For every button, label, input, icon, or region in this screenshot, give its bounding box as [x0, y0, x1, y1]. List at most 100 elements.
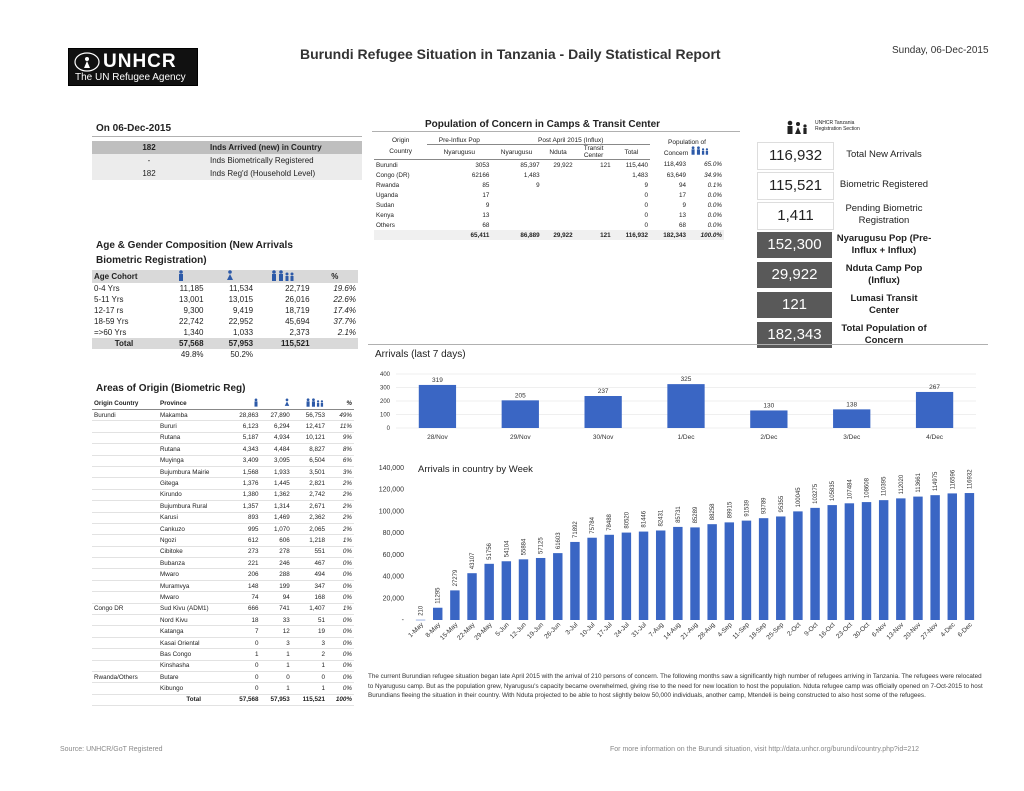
- origin-row: Muyinga 3,409 3,095 6,504 6%: [92, 455, 354, 467]
- origin-male: 1,376: [229, 477, 261, 490]
- x-tick-label: 31-Jul: [630, 621, 648, 639]
- bar-value-label: 112020: [899, 474, 905, 494]
- origin-row: Bujumbura Mairie 1,568 1,933 3,501 3%: [92, 466, 354, 479]
- bar: [450, 590, 460, 620]
- poc-nyarugusu: [491, 200, 541, 210]
- bar-value-label: 27279: [453, 569, 459, 586]
- bar: [667, 384, 705, 428]
- origin-row: Bujumbura Rural 1,357 1,314 2,671 2%: [92, 500, 354, 513]
- bar: [896, 498, 906, 620]
- origin-female: 278: [260, 546, 292, 559]
- age-pct: 22.6%: [333, 295, 356, 304]
- origin-row: Congo DR Sud Kivu (ADM1) 666 741 1,407 1%: [92, 602, 354, 616]
- origin-female: 3,095: [260, 455, 292, 467]
- origin-pct: 0%: [327, 580, 354, 593]
- x-tick-label: 30-Oct: [852, 621, 871, 640]
- bar: [604, 534, 614, 620]
- bar-value-label: 113661: [916, 472, 922, 492]
- y-tick-label: 120,000: [379, 487, 404, 494]
- origin-pct: 0%: [327, 568, 354, 581]
- origin-total: 56,753: [291, 409, 328, 422]
- poc-pre-influx: 17: [482, 191, 490, 199]
- more-info-link[interactable]: For more information on the Burundi situ…: [610, 746, 920, 753]
- kpi-label: Total New Arrivals: [846, 149, 922, 160]
- poc-transit: [575, 190, 613, 200]
- origin-grand-total: 115,521: [291, 693, 328, 707]
- kpi-label: Nyarugusu Pop (Pre-Influx + Influx): [836, 232, 932, 258]
- logo-subtitle: The UN Refugee Agency: [75, 72, 186, 83]
- poc-total: 0: [644, 221, 649, 229]
- bar: [750, 410, 788, 428]
- poc-nduta: [542, 210, 575, 220]
- poc-population: 13: [678, 211, 686, 219]
- poc-pre-influx: 62166: [471, 171, 490, 179]
- x-tick-label: 17-Jul: [596, 621, 614, 639]
- female-icon: [205, 270, 256, 283]
- origin-pct: 6%: [327, 455, 354, 467]
- origin-pct: 1%: [327, 534, 354, 547]
- origin-row: Nord Kivu 18 33 51 0%: [92, 614, 354, 627]
- y-tick-label: 80,000: [383, 530, 405, 537]
- origin-pct: 0%: [327, 591, 354, 604]
- poc-country: Congo (DR): [376, 171, 410, 179]
- poc-country: Burundi: [376, 161, 398, 169]
- bar-value-label: 89915: [727, 501, 733, 518]
- origin-female: 199: [260, 580, 292, 593]
- x-tick-label: 29/Nov: [510, 434, 531, 441]
- origin-total-male: 57,568: [229, 693, 261, 707]
- bar: [947, 493, 957, 620]
- origin-country: [92, 591, 158, 604]
- origin-row: Muramvya 148 199 347 0%: [92, 580, 354, 593]
- origin-province: Rutana: [158, 432, 230, 445]
- origin-female: 6,294: [260, 420, 292, 433]
- bar-value-label: 43107: [470, 552, 476, 569]
- origin-row: Ngozi 612 606 1,218 1%: [92, 534, 354, 547]
- origin-male: 5,187: [229, 432, 261, 445]
- summary-value: 182: [92, 141, 206, 154]
- logo-text: UNHCR: [103, 51, 177, 72]
- kpi-value: 182,343: [757, 322, 832, 348]
- poc-country: Others: [376, 221, 395, 229]
- poc-post-header: Post April 2015 (Influx): [491, 137, 651, 145]
- kpi-label: Lumasi Transit Center: [836, 292, 932, 318]
- bar: [833, 409, 871, 428]
- poc-pre-influx: 9: [485, 201, 490, 209]
- origin-total: 2,742: [291, 489, 328, 502]
- poc-header-row: Origin Pre-Influx Pop Post April 2015 (I…: [374, 137, 724, 157]
- poc-pct: 0.1%: [707, 181, 722, 189]
- bar-value-label: 91539: [744, 499, 750, 516]
- poc-total: 0: [644, 211, 649, 219]
- bar: [724, 522, 735, 620]
- origin-total: 1,218: [291, 534, 328, 547]
- x-tick-label: 3-Jul: [564, 621, 579, 636]
- origin-province: Butare: [158, 670, 230, 684]
- x-tick-label: 4-Dec: [939, 621, 957, 639]
- origin-country: [92, 580, 158, 593]
- bar-value-label: 55884: [521, 538, 527, 555]
- y-tick-label: 400: [380, 372, 391, 378]
- poc-pre-influx: 68: [482, 221, 490, 229]
- bar: [570, 541, 580, 620]
- origin-province: Bas Congo: [158, 648, 230, 661]
- kpi-legend: UNHCR Tanzania Registration Section: [815, 120, 860, 132]
- bar-value-label: 107484: [847, 479, 853, 500]
- origin-country: [92, 420, 158, 433]
- bar: [930, 495, 940, 620]
- male-count: 13,001: [179, 295, 204, 304]
- poc-country: Sudan: [376, 201, 395, 209]
- bar-value-label: 95355: [779, 495, 785, 512]
- bar: [690, 527, 700, 620]
- bar: [861, 502, 872, 620]
- y-tick-label: 60,000: [383, 552, 405, 559]
- bar: [553, 553, 563, 620]
- poc-pct: 0.0%: [707, 211, 722, 219]
- bar: [741, 520, 752, 620]
- origin-pct: 2%: [327, 512, 354, 524]
- age-row: 18-59 Yrs 22,742 22,952 45,694 37.7%: [92, 316, 358, 327]
- origin-female: 1: [260, 648, 292, 661]
- origin-total: 6,504: [291, 455, 328, 467]
- origin-row: Katanga 7 12 19 0%: [92, 625, 354, 638]
- male-icon: [156, 270, 206, 283]
- origin-female: 606: [260, 534, 292, 547]
- bar: [673, 526, 683, 620]
